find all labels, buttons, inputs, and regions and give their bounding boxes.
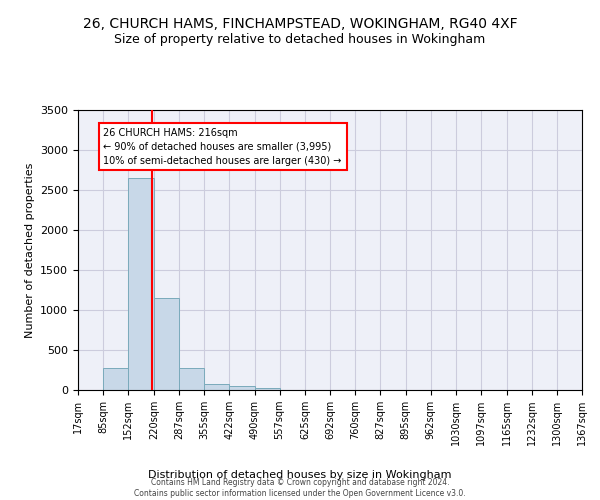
Bar: [254, 388, 280, 390]
Text: Contains HM Land Registry data © Crown copyright and database right 2024.
Contai: Contains HM Land Registry data © Crown c…: [134, 478, 466, 498]
Bar: [179, 368, 204, 390]
Bar: [154, 298, 179, 390]
Y-axis label: Number of detached properties: Number of detached properties: [25, 162, 35, 338]
Bar: [229, 386, 254, 390]
Bar: [103, 368, 128, 390]
Bar: [204, 384, 229, 390]
Text: Size of property relative to detached houses in Wokingham: Size of property relative to detached ho…: [115, 32, 485, 46]
Text: Distribution of detached houses by size in Wokingham: Distribution of detached houses by size …: [148, 470, 452, 480]
Text: 26, CHURCH HAMS, FINCHAMPSTEAD, WOKINGHAM, RG40 4XF: 26, CHURCH HAMS, FINCHAMPSTEAD, WOKINGHA…: [83, 18, 517, 32]
Bar: [128, 178, 154, 390]
Text: 26 CHURCH HAMS: 216sqm
← 90% of detached houses are smaller (3,995)
10% of semi-: 26 CHURCH HAMS: 216sqm ← 90% of detached…: [103, 128, 342, 166]
